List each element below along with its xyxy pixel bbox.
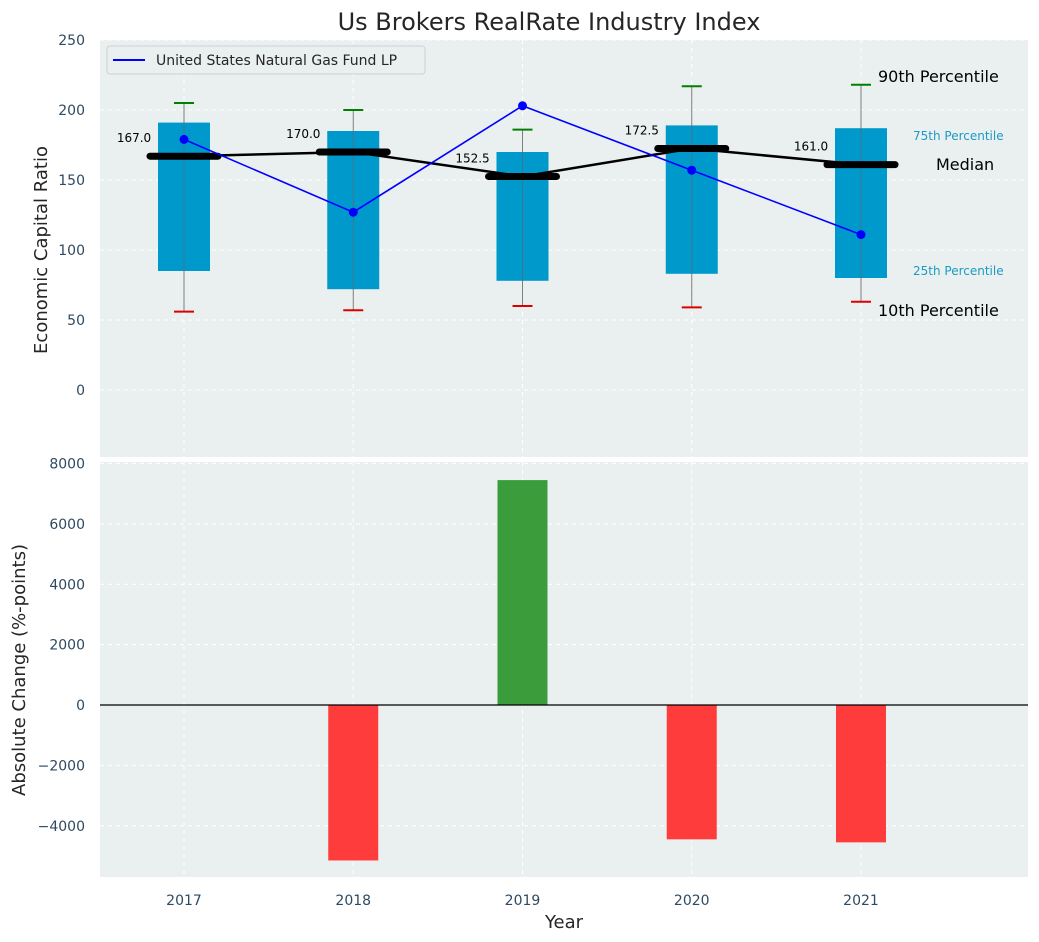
fund-series-point (179, 134, 189, 144)
bottom-y-axis-label: Absolute Change (%-points) (9, 544, 30, 796)
median-label: 152.5 (455, 152, 489, 166)
change-bar (836, 705, 886, 843)
bottom-y-tick-label: 0 (76, 698, 85, 714)
median-label: 172.5 (625, 124, 659, 138)
x-axis-label: Year (544, 912, 584, 933)
top-plot-background (100, 40, 1028, 457)
change-bar (497, 480, 548, 705)
bottom-y-tick-label: −4000 (38, 819, 85, 835)
median-label: 161.0 (794, 140, 828, 154)
top-y-tick-label: 200 (58, 103, 85, 119)
median-line (183, 147, 862, 178)
top-y-tick-label: 0 (76, 383, 85, 399)
annotation-p75: 75th Percentile (913, 129, 1004, 143)
annotation-median: Median (936, 155, 994, 174)
bottom-y-tick-label: 8000 (49, 457, 85, 473)
change-bar (666, 705, 717, 840)
top-y-tick-label: 100 (58, 243, 85, 259)
top-y-tick-label: 150 (58, 173, 85, 189)
median-label: 170.0 (286, 127, 320, 141)
bottom-y-tick-label: 6000 (49, 517, 85, 533)
top-y-axis-label: Economic Capital Ratio (31, 146, 52, 354)
fund-series-point (856, 230, 866, 240)
bar-group (100, 480, 1028, 861)
annotation-p10: 10th Percentile (878, 301, 999, 320)
change-bar (328, 705, 379, 861)
x-tick-label: 2019 (505, 893, 541, 909)
fund-series-point (518, 101, 527, 111)
top-y-tick-labels: 0 50 100 150 200 250 (58, 33, 85, 399)
bottom-y-tick-labels: −4000 −2000 0 2000 4000 6000 8000 (38, 457, 85, 835)
annotation-p90: 90th Percentile (878, 67, 999, 86)
x-tick-label: 2018 (335, 893, 371, 909)
bottom-y-tick-label: 2000 (49, 638, 85, 654)
legend-frame (106, 45, 426, 75)
bottom-y-tick-label: 4000 (49, 577, 85, 593)
fund-series-point (687, 165, 697, 175)
legend: United States Natural Gas Fund LP (106, 45, 426, 75)
x-tick-label: 2021 (843, 893, 879, 909)
top-y-tick-label: 50 (67, 313, 85, 329)
bottom-y-tick-label: −2000 (38, 758, 85, 774)
chart-title: Us Brokers RealRate Industry Index (338, 8, 761, 36)
median-label: 167.0 (117, 131, 151, 145)
annotation-p25: 25th Percentile (913, 264, 1004, 278)
x-tick-label: 2020 (674, 893, 710, 909)
x-tick-label: 2017 (166, 893, 202, 909)
box-group: 167.0 170.0 152.5 172.5 161.0 (117, 83, 899, 313)
top-y-tick-label: 250 (58, 33, 85, 49)
fund-series-point (348, 207, 358, 217)
legend-label: United States Natural Gas Fund LP (156, 53, 397, 69)
x-tick-labels: 2017 2018 2019 2020 2021 (166, 893, 879, 909)
